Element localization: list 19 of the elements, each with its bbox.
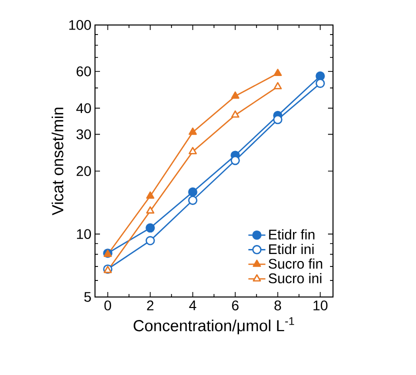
x-tick-label: 2 [147,300,154,310]
legend-label: Etidr fin [269,229,314,240]
y-tick-label: 10 [77,229,91,240]
y-tick-label: 60 [76,66,91,76]
y-tick-label: 20 [76,166,91,176]
y-axis-title: Vicat onset/min [52,108,64,216]
y-tick-label: 30 [76,129,91,140]
x-tick-label: 6 [232,300,239,310]
x-tick-label: 10 [314,300,328,310]
legend-label: Sucro fin [268,258,322,269]
legend-label: Sucro ini [268,273,322,284]
x-tick-label: 8 [274,300,282,310]
legend-label: Etidr ini [269,244,314,254]
y-tick-label: 100 [69,20,91,30]
x-tick-label: 0 [104,300,112,310]
x-tick-label: 4 [189,300,196,310]
y-tick-label: 40 [76,103,91,114]
y-tick-label: 5 [84,292,91,302]
x-axis-title: Concentration/μmol L$^{-1}$ [134,317,294,334]
